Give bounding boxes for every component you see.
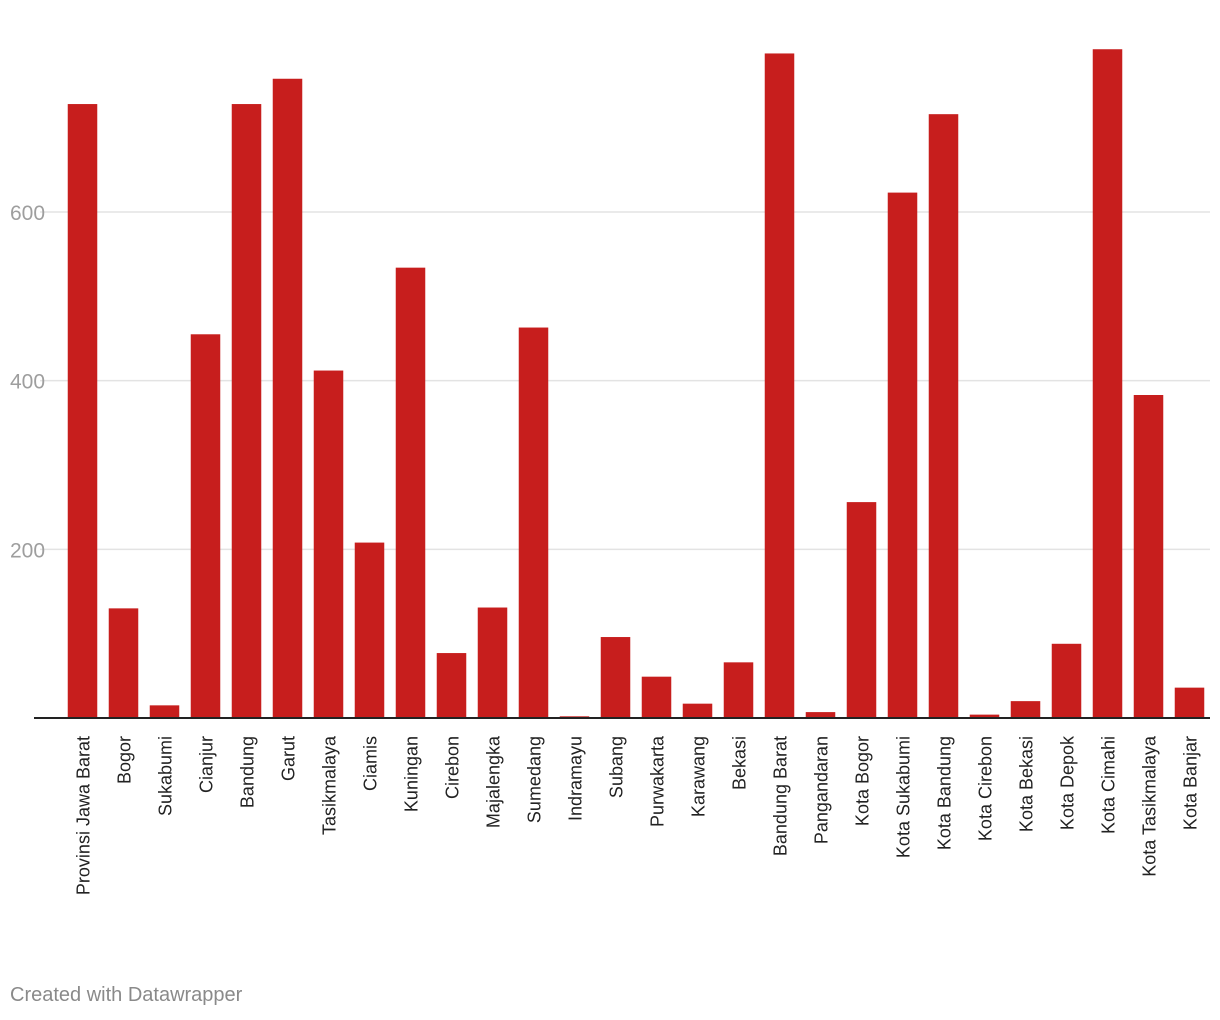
x-tick-label: Subang <box>607 736 627 798</box>
y-tick-label: 600 <box>10 202 45 225</box>
x-tick-label: Bandung Barat <box>771 736 791 856</box>
bar-bandung-barat <box>764 53 795 719</box>
x-tick-label: Kota Tasikmalaya <box>1140 735 1160 877</box>
x-tick-label: Majalengka <box>484 735 504 828</box>
x-tick-label: Kuningan <box>402 736 422 812</box>
bar-kota-tasikmalaya <box>1133 395 1164 718</box>
x-tick-label: Kota Bogor <box>853 736 873 826</box>
x-tick-label: Purwakarta <box>648 735 668 827</box>
bar-bandung <box>231 104 262 718</box>
datawrapper-credit: Created with Datawrapper <box>10 984 243 1006</box>
bar-kota-depok <box>1051 643 1082 718</box>
bar-kota-bogor <box>846 502 877 718</box>
x-tick-label: Kota Depok <box>1058 735 1078 830</box>
bar-pangandaran <box>805 712 836 718</box>
bar-kota-sukabumi <box>887 192 918 718</box>
x-tick-label: Cirebon <box>443 736 463 799</box>
x-tick-label: Kota Bandung <box>935 736 955 850</box>
bar-tasikmalaya <box>313 370 344 718</box>
bar-karawang <box>682 703 713 718</box>
bar-subang <box>600 637 631 718</box>
x-tick-label: Indramayu <box>566 736 586 821</box>
x-tick-label: Pangandaran <box>812 736 832 844</box>
bar-kota-cimahi <box>1092 49 1123 718</box>
bar-bekasi <box>723 662 754 718</box>
x-tick-label: Bogor <box>115 736 135 784</box>
x-tick-label: Kota Banjar <box>1181 736 1201 830</box>
bar-provinsi-jawa-barat <box>67 104 98 718</box>
x-tick-label: Provinsi Jawa Barat <box>74 736 94 895</box>
bar-sumedang <box>518 327 549 718</box>
y-tick-label: 200 <box>10 539 45 562</box>
bar-garut <box>272 78 303 718</box>
bar-kota-cirebon <box>969 714 1000 718</box>
x-tick-label: Bekasi <box>730 736 750 790</box>
bar-kota-banjar <box>1174 687 1205 718</box>
bar-sukabumi <box>149 705 180 718</box>
x-tick-label: Tasikmalaya <box>320 735 340 835</box>
x-tick-label: Karawang <box>689 736 709 817</box>
x-tick-label: Garut <box>279 736 299 781</box>
x-tick-label: Ciamis <box>361 736 381 791</box>
x-tick-label: Kota Cirebon <box>976 736 996 841</box>
bar-cianjur <box>190 334 221 718</box>
x-tick-label: Kota Cimahi <box>1099 736 1119 834</box>
bar-purwakarta <box>641 676 672 718</box>
bar-ciamis <box>354 542 385 718</box>
bar-majalengka <box>477 607 508 718</box>
x-tick-label: Kota Bekasi <box>1017 736 1037 832</box>
bar-kota-bandung <box>928 114 959 718</box>
x-tick-label: Cianjur <box>197 736 217 793</box>
bar-bogor <box>108 608 139 718</box>
y-tick-label: 400 <box>10 371 45 394</box>
x-tick-label: Bandung <box>238 736 258 808</box>
x-tick-label: Sukabumi <box>156 736 176 816</box>
bar-cirebon <box>436 653 467 718</box>
bar-kota-bekasi <box>1010 701 1041 718</box>
bar-kuningan <box>395 267 426 718</box>
x-tick-label: Kota Sukabumi <box>894 736 914 858</box>
x-tick-label: Sumedang <box>525 736 545 823</box>
